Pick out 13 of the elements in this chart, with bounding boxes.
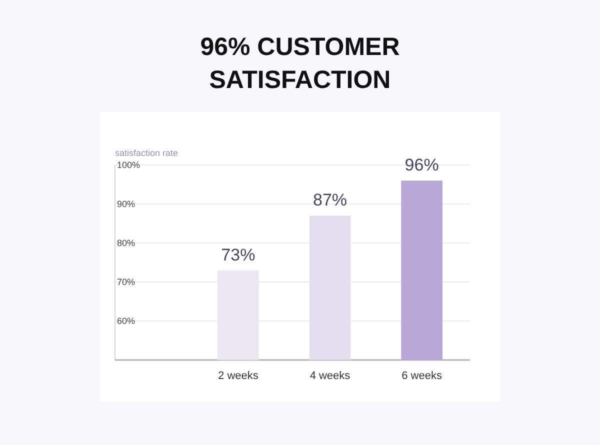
x-tick-label: 4 weeks — [310, 370, 351, 382]
data-label: 96% — [404, 156, 439, 175]
y-tick-label: 100% — [117, 160, 140, 170]
y-tick-label: 80% — [117, 238, 136, 248]
chart-title: 96% CUSTOMER SATISFACTION — [200, 33, 400, 94]
y-axis-title: satisfaction rate — [115, 148, 178, 158]
y-tick-label: 60% — [117, 316, 136, 326]
x-tick-label: 2 weeks — [218, 370, 259, 382]
data-label: 73% — [221, 245, 256, 264]
x-tick-label: 6 weeks — [402, 370, 442, 382]
y-tick-label: 90% — [117, 199, 136, 210]
y-tick-label: 70% — [117, 277, 136, 288]
data-label: 87% — [312, 190, 348, 210]
